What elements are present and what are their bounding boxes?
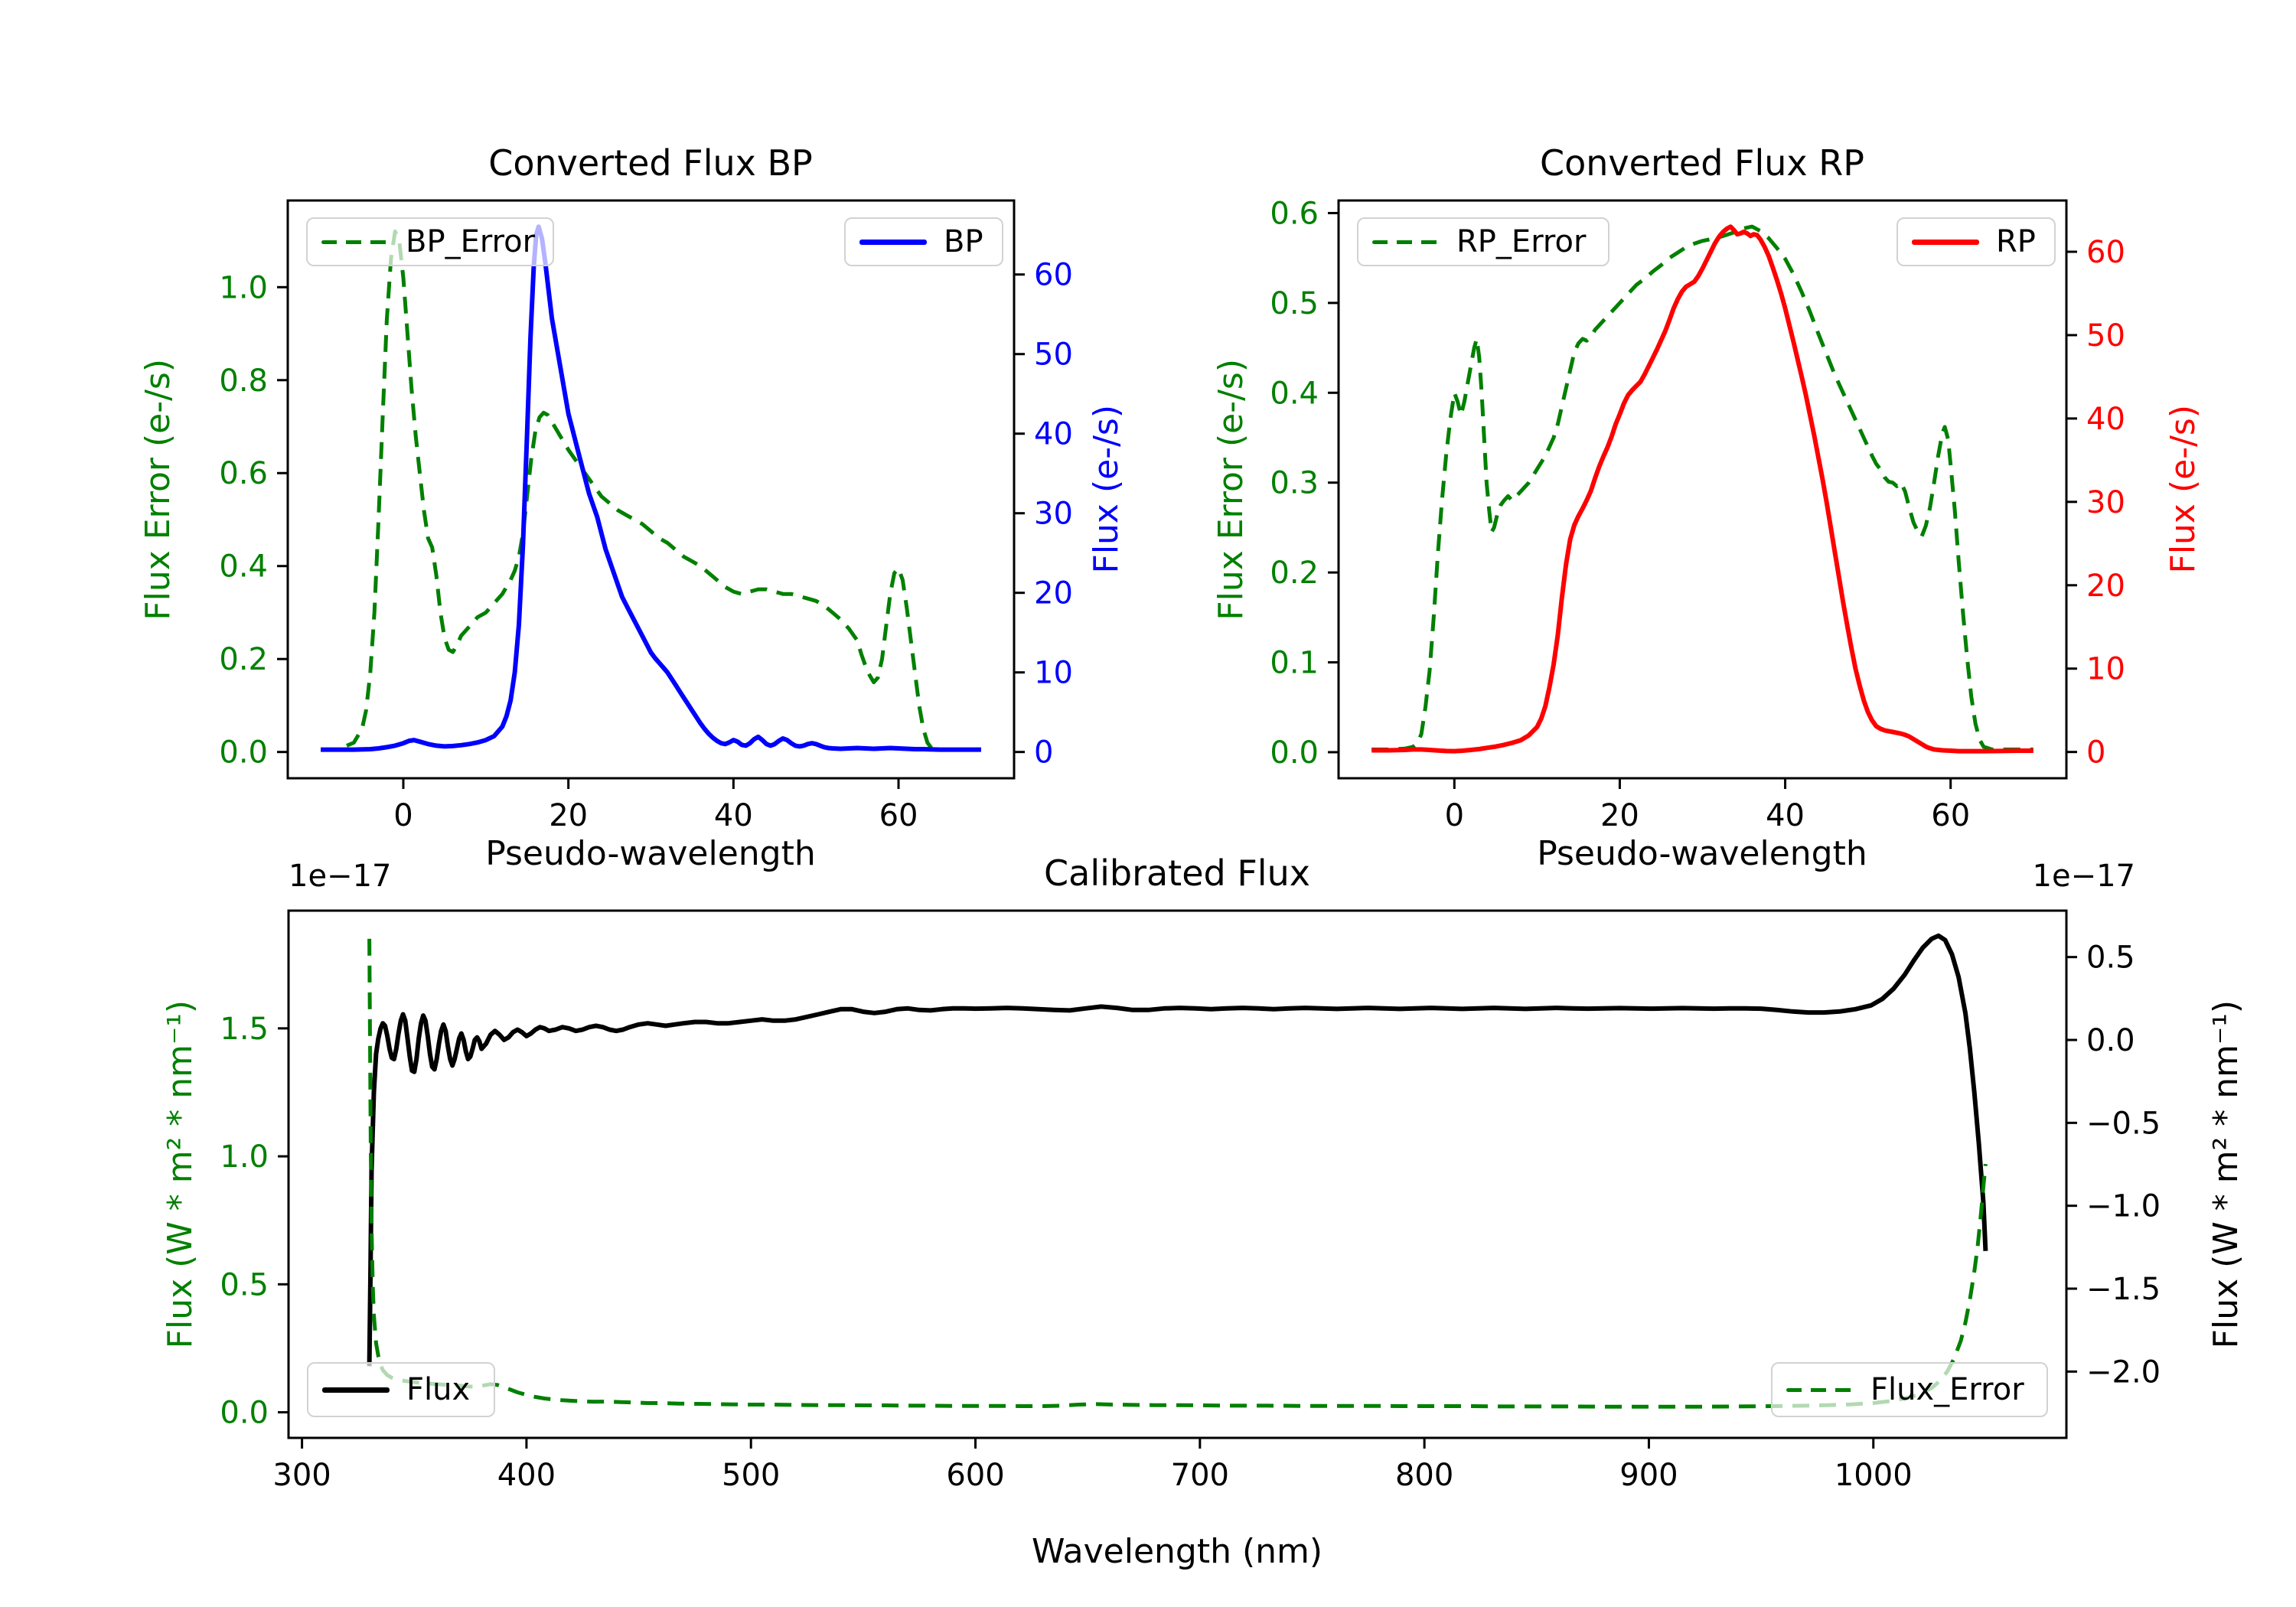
axis-offset-text-right: 1e−17 [2032,859,2135,894]
tick-label: 0.0 [220,1396,269,1431]
legend-label: RP_Error [1456,224,1587,259]
legend-label: BP [944,224,983,259]
tick-label: 50 [1034,337,1073,373]
tick-label: 20 [549,798,588,833]
tick-label: 0 [2086,735,2105,771]
legend-label: RP [1996,224,2036,259]
tick-label: 0.8 [219,363,268,399]
plot-area [367,933,1988,1409]
legend-label: BP_Error [406,224,536,259]
tick-label: 20 [1600,798,1639,833]
legend-label: Flux [406,1372,471,1407]
series-BP [321,224,981,752]
legend-bp-error: BP_Error [306,217,554,266]
solid-line-swatch [859,239,927,245]
y-axis-label-rp-left: Flux Error (e-/s) [1211,358,1251,621]
tick-label: 0.3 [1270,466,1319,501]
tick-label: −0.5 [2086,1106,2161,1141]
tick-label: 0.4 [219,549,268,585]
x-axis-label-calibrated: Wavelength (nm) [1031,1532,1323,1571]
series-BP_Error [321,229,981,752]
axes-spines [287,909,2068,1439]
tick-label: 20 [2086,569,2125,604]
tick-label: 30 [1034,497,1073,532]
tick-label: 40 [1034,417,1073,452]
legend-flux: Flux [307,1362,495,1417]
tick-label: 0.0 [1270,735,1319,771]
legend-rp-error: RP_Error [1357,217,1609,266]
tick-label: 0.5 [220,1267,269,1302]
tick-label: 20 [1034,576,1073,611]
solid-line-swatch [1912,239,1979,245]
tick-label: 600 [946,1458,1004,1493]
tick-label: 0 [1034,735,1053,771]
tick-label: 0.2 [1270,556,1319,591]
legend-label: Flux_Error [1870,1372,2024,1407]
tick-label: 1.0 [220,1139,269,1175]
axes-spines [286,199,1016,780]
tick-label: −1.5 [2086,1272,2161,1307]
plot-area [321,224,981,752]
plot-area [1371,224,2033,754]
tick-label: 0.0 [2086,1023,2135,1058]
solid-line-swatch [322,1387,390,1393]
tick-label: 0.2 [219,642,268,677]
axis-offset-text-left: 1e−17 [289,859,392,894]
series-RP_Error [1371,224,2033,751]
tick-label: −2.0 [2086,1354,2161,1390]
y-axis-label-cal-right: Flux (W * m² * nm⁻¹) [2206,999,2245,1349]
tick-label: 800 [1395,1458,1453,1493]
tick-label: 10 [2086,652,2125,687]
tick-label: 700 [1171,1458,1229,1493]
tick-label: 40 [2086,402,2125,437]
tick-label: 0.6 [1270,196,1319,231]
dashed-line-swatch [1786,1387,1854,1392]
chart-title-bp: Converted Flux BP [488,142,813,184]
tick-label: 0.5 [1270,286,1319,321]
tick-label: 0.4 [1270,376,1319,411]
tick-label: −1.0 [2086,1189,2161,1224]
tick-label: 0.1 [1270,646,1319,681]
tick-label: 30 [2086,485,2125,520]
chart-title-calibrated: Calibrated Flux [1044,852,1310,894]
tick-label: 60 [1034,258,1073,293]
tick-label: 300 [272,1458,331,1493]
tick-label: 500 [722,1458,780,1493]
x-axis-label-rp: Pseudo-wavelength [1537,834,1867,873]
y-axis-label-cal-left: Flux (W * m² * nm⁻¹) [160,999,200,1349]
tick-label: 0 [1445,798,1464,833]
tick-label: 0 [393,798,413,833]
legend-flux-error: Flux_Error [1771,1362,2048,1417]
tick-label: 1.5 [220,1012,269,1047]
dashed-line-swatch [1372,240,1440,244]
legend-rp: RP [1896,217,2056,266]
legend-bp: BP [844,217,1003,266]
tick-label: 1000 [1835,1458,1913,1493]
tick-label: 60 [879,798,918,833]
chart-title-rp: Converted Flux RP [1540,142,1864,184]
tick-label: 60 [2086,235,2125,270]
tick-label: 1.0 [219,270,268,305]
tick-label: 400 [497,1458,556,1493]
tick-label: 0.6 [219,456,268,491]
series-Flux [367,933,1988,1367]
tick-label: 0.0 [219,735,268,771]
axes-spines [1337,199,2068,780]
y-axis-label-bp-left: Flux Error (e-/s) [138,358,178,621]
tick-label: 10 [1034,656,1073,691]
dashed-line-swatch [321,240,389,244]
tick-label: 900 [1619,1458,1678,1493]
x-axis-label-bp: Pseudo-wavelength [485,834,816,873]
y-axis-label-rp-right: Flux (e-/s) [2163,405,2203,574]
tick-label: 60 [1931,798,1970,833]
tick-label: 40 [1766,798,1805,833]
tick-label: 50 [2086,318,2125,354]
series-RP [1371,224,2033,754]
y-axis-label-bp-right: Flux (e-/s) [1086,405,1126,574]
tick-label: 0.5 [2086,940,2135,976]
tick-label: 40 [714,798,753,833]
